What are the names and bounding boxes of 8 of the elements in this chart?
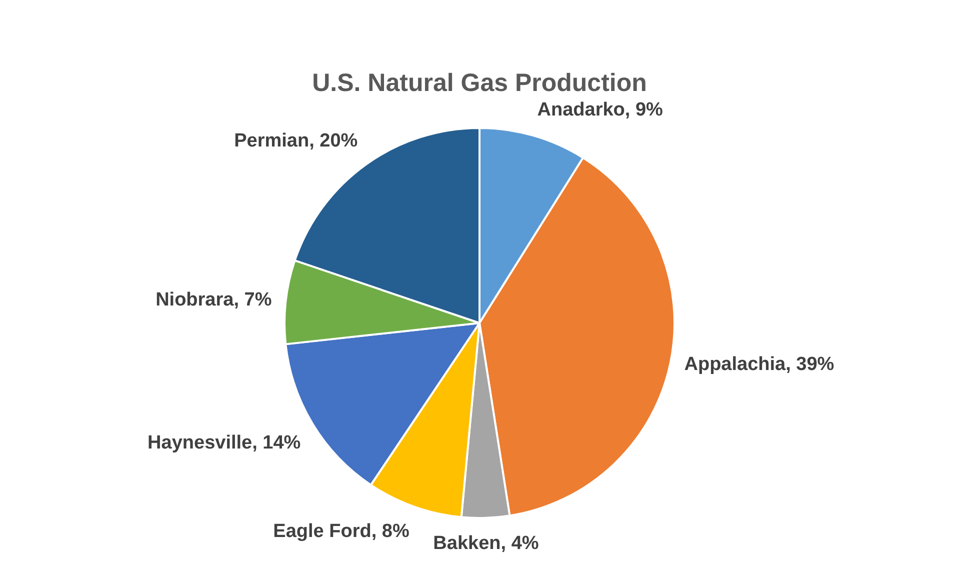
slice-label: Appalachia, 39% bbox=[684, 354, 834, 376]
slice-label: Permian, 20% bbox=[234, 130, 358, 152]
chart-title: U.S. Natural Gas Production bbox=[312, 68, 647, 97]
slice-label: Eagle Ford, 8% bbox=[273, 521, 410, 542]
slice-label: Bakken, 4% bbox=[433, 533, 539, 554]
slice-label: Niobrara, 7% bbox=[156, 290, 272, 311]
slice-label: Haynesville, 14% bbox=[148, 432, 301, 454]
slice-label: Anadarko, 9% bbox=[537, 99, 664, 120]
